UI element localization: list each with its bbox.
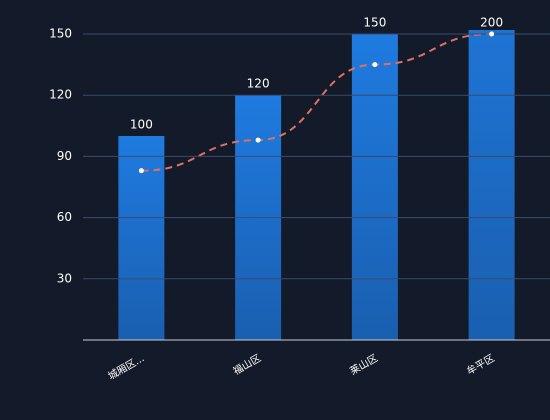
x-tick-label: 莱山区 (348, 352, 380, 377)
x-tick-label: 城厢区... (106, 352, 146, 382)
y-tick-label: 90 (57, 149, 72, 163)
bar (351, 34, 398, 340)
data-label: 100 (130, 118, 153, 132)
line-point (372, 62, 378, 68)
y-tick-label: 30 (57, 271, 72, 285)
plot-area (118, 30, 515, 340)
line-point (138, 168, 144, 174)
y-tick-label: 60 (57, 210, 72, 224)
data-label: 150 (363, 16, 386, 30)
y-tick-label: 120 (49, 88, 72, 102)
line-point (255, 137, 261, 143)
y-tick-label: 150 (49, 27, 72, 41)
line-point (489, 31, 495, 37)
bar (468, 30, 515, 340)
line-series (141, 33, 492, 172)
bar (118, 136, 165, 340)
x-tick-label: 福山区 (231, 351, 263, 377)
data-label: 200 (480, 16, 503, 30)
x-tick-label: 牟平区 (464, 351, 496, 377)
data-label: 120 (247, 77, 270, 91)
